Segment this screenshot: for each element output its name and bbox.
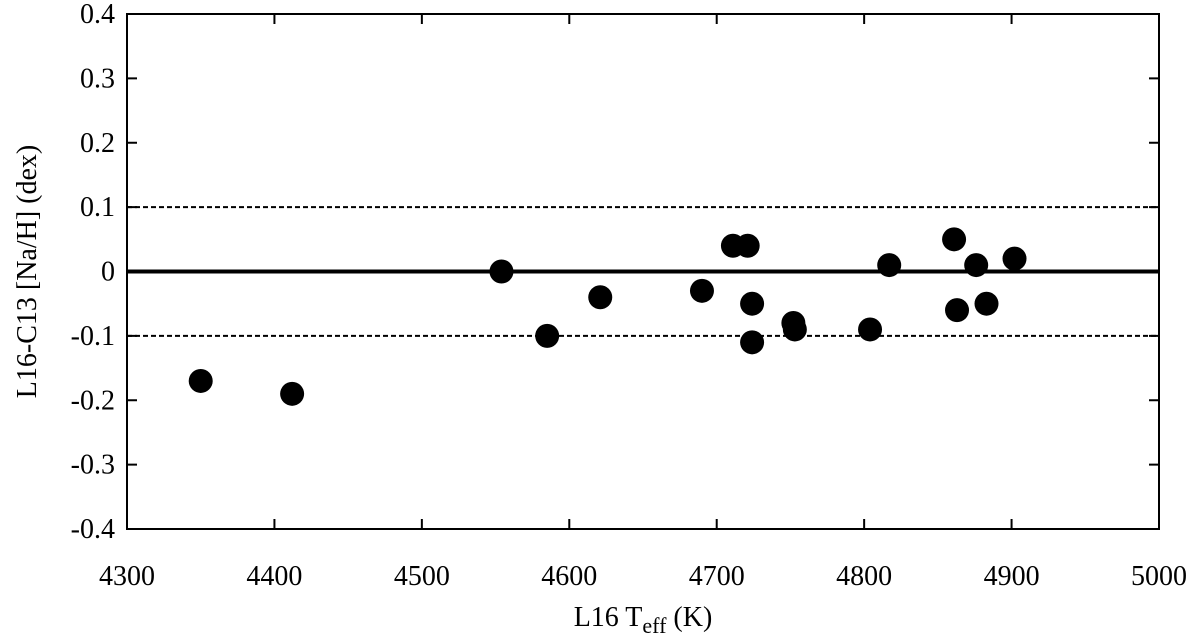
y-axis-ticks: 0.4 0.3 0.2 0.1 0 -0.1 -0.2 -0.3 -0.4: [71, 0, 1159, 545]
data-point: [188, 368, 213, 393]
x-axis-title: L16 Teff (K): [574, 602, 713, 638]
data-point: [489, 259, 514, 284]
data-point: [964, 253, 989, 278]
y-axis-title: L16-C13 [Na/H] (dex): [12, 145, 43, 398]
x-axis-ticks: 4300 4400 4500 4600 4700 4800 4900 5000: [99, 14, 1187, 592]
data-point: [740, 291, 765, 316]
data-point: [877, 253, 902, 278]
data-point: [588, 285, 613, 310]
x-axis-title-subscript: eff: [642, 613, 667, 638]
x-tick-label: 5000: [1131, 561, 1187, 592]
data-point: [689, 278, 714, 303]
y-tick-label: -0.1: [71, 321, 115, 352]
x-tick-label: 4500: [394, 561, 450, 592]
data-point: [858, 317, 883, 342]
x-axis-title-prefix: L16 T: [574, 602, 643, 633]
data-point: [782, 317, 807, 342]
x-tick-label: 4400: [246, 561, 302, 592]
y-tick-label: 0.2: [80, 128, 115, 159]
data-point: [1002, 246, 1027, 271]
data-point: [942, 227, 967, 252]
y-tick-label: 0.3: [80, 63, 115, 94]
y-tick-label: 0: [101, 257, 115, 288]
data-point: [740, 330, 765, 355]
x-tick-label: 4800: [836, 561, 892, 592]
y-tick-label: -0.2: [71, 385, 115, 416]
reference-lines: [127, 206, 1159, 337]
y-tick-label: -0.4: [71, 514, 115, 545]
y-tick-label: -0.3: [71, 450, 115, 481]
x-tick-label: 4900: [984, 561, 1040, 592]
data-point: [735, 233, 760, 258]
data-point: [974, 291, 999, 316]
data-point: [535, 323, 560, 348]
data-point: [280, 381, 305, 406]
x-axis-title-suffix: (K): [666, 602, 712, 633]
x-tick-label: 4700: [689, 561, 745, 592]
data-point: [945, 298, 970, 323]
x-tick-label: 4600: [541, 561, 597, 592]
y-tick-label: 0.1: [80, 192, 115, 223]
data-points: [188, 227, 1027, 406]
y-tick-label: 0.4: [80, 0, 115, 30]
x-tick-label: 4300: [99, 561, 155, 592]
